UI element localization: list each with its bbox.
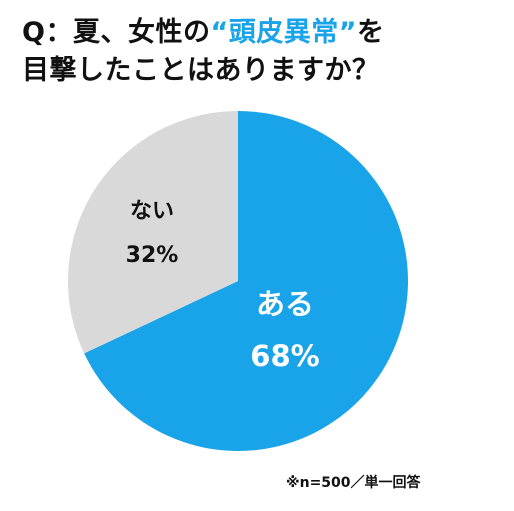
pie-slices — [68, 110, 409, 452]
pie-labels: ある 68% ない 32% — [126, 199, 320, 373]
title-line-1: Q：夏、女性の“頭皮異常”を — [22, 14, 502, 52]
title-line-2: 目撃したことはありますか？ — [22, 55, 380, 86]
slice-label-1: ある — [256, 287, 314, 321]
title-question: Q：夏、女性の — [22, 17, 211, 48]
slice-label-2: ない — [130, 199, 174, 224]
pie-slice-2 — [68, 111, 239, 354]
title-highlight: “頭皮異常” — [210, 17, 357, 48]
slice-value-2: 32% — [126, 243, 179, 268]
chart-title: Q：夏、女性の“頭皮異常”を 目撃したことはありますか？ — [22, 14, 502, 90]
sample-note: ※n=500／単一回答 — [286, 475, 421, 491]
title-suffix: を — [356, 17, 385, 48]
slice-value-1: 68% — [250, 339, 319, 373]
pie-slice-1 — [84, 110, 409, 452]
